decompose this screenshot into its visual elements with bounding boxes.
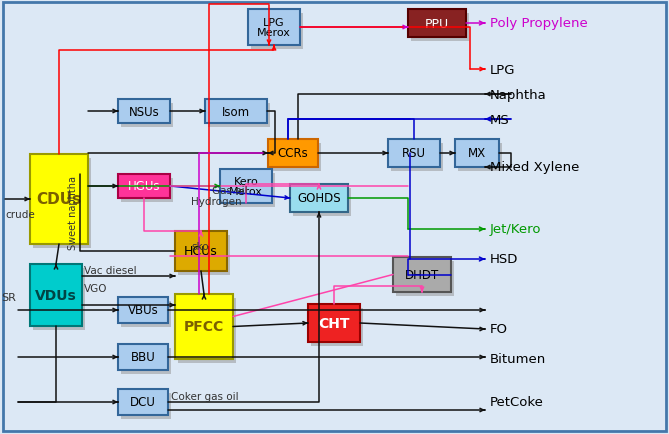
Text: Mixed Xylene: Mixed Xylene — [490, 161, 579, 174]
Text: FO: FO — [490, 323, 508, 336]
Text: Gas oil: Gas oil — [212, 186, 248, 196]
Text: MS: MS — [490, 113, 510, 126]
Text: BBU: BBU — [130, 351, 155, 364]
Text: HSD: HSD — [490, 253, 518, 266]
FancyBboxPatch shape — [30, 264, 82, 326]
FancyBboxPatch shape — [118, 100, 170, 124]
Text: Coker gas oil: Coker gas oil — [171, 391, 239, 401]
Text: HCUs: HCUs — [184, 245, 218, 258]
FancyBboxPatch shape — [118, 174, 170, 198]
Text: LPG
Merox: LPG Merox — [257, 17, 291, 38]
Text: VGO: VGO — [84, 283, 108, 293]
FancyBboxPatch shape — [455, 140, 499, 168]
FancyBboxPatch shape — [118, 297, 168, 323]
FancyBboxPatch shape — [178, 298, 236, 363]
FancyBboxPatch shape — [391, 144, 443, 171]
Text: Isom: Isom — [222, 105, 250, 118]
FancyBboxPatch shape — [121, 178, 173, 203]
Text: Vac diesel: Vac diesel — [84, 265, 136, 275]
FancyBboxPatch shape — [393, 257, 451, 293]
FancyBboxPatch shape — [121, 393, 171, 419]
Text: HGUs: HGUs — [128, 180, 161, 193]
Text: LPG: LPG — [490, 63, 516, 76]
Text: PPU: PPU — [425, 17, 449, 30]
Text: Poly Propylene: Poly Propylene — [490, 17, 588, 30]
Text: Jet/Kero: Jet/Kero — [490, 223, 541, 236]
FancyBboxPatch shape — [178, 236, 230, 275]
FancyBboxPatch shape — [251, 14, 303, 50]
FancyBboxPatch shape — [118, 389, 168, 415]
FancyBboxPatch shape — [248, 10, 300, 46]
FancyBboxPatch shape — [223, 174, 275, 207]
FancyBboxPatch shape — [268, 140, 318, 168]
FancyBboxPatch shape — [3, 3, 666, 431]
FancyBboxPatch shape — [208, 104, 270, 128]
Text: Sweet naphtha: Sweet naphtha — [68, 176, 78, 250]
Text: sko: sko — [191, 241, 209, 251]
FancyBboxPatch shape — [388, 140, 440, 168]
FancyBboxPatch shape — [293, 188, 351, 217]
Text: CDUs: CDUs — [36, 192, 82, 207]
FancyBboxPatch shape — [121, 348, 171, 374]
FancyBboxPatch shape — [458, 144, 502, 171]
FancyBboxPatch shape — [290, 184, 348, 213]
FancyBboxPatch shape — [30, 155, 88, 244]
Text: SR: SR — [1, 293, 16, 302]
Text: Naphtha: Naphtha — [490, 88, 547, 101]
FancyBboxPatch shape — [411, 14, 469, 42]
FancyBboxPatch shape — [175, 294, 233, 359]
Text: DCU: DCU — [130, 395, 156, 408]
Text: PetCoke: PetCoke — [490, 395, 544, 408]
Text: NSUs: NSUs — [128, 105, 159, 118]
Text: PFCC: PFCC — [184, 320, 224, 334]
Text: VDUs: VDUs — [35, 288, 77, 302]
Text: CCRs: CCRs — [278, 147, 308, 160]
FancyBboxPatch shape — [118, 344, 168, 370]
Text: DHDT: DHDT — [405, 268, 439, 281]
FancyBboxPatch shape — [220, 170, 272, 204]
FancyBboxPatch shape — [33, 268, 85, 330]
FancyBboxPatch shape — [121, 301, 171, 327]
FancyBboxPatch shape — [175, 231, 227, 271]
FancyBboxPatch shape — [396, 261, 454, 296]
FancyBboxPatch shape — [121, 104, 173, 128]
FancyBboxPatch shape — [308, 304, 360, 342]
FancyBboxPatch shape — [271, 144, 321, 171]
Text: crude: crude — [5, 210, 35, 220]
Text: Kero
Merox: Kero Merox — [229, 176, 263, 197]
Text: GOHDS: GOHDS — [297, 192, 341, 205]
Text: CHT: CHT — [318, 316, 350, 330]
Text: RSU: RSU — [402, 147, 426, 160]
FancyBboxPatch shape — [205, 100, 267, 124]
Text: VBUs: VBUs — [128, 304, 159, 317]
FancyBboxPatch shape — [33, 159, 91, 248]
FancyBboxPatch shape — [408, 10, 466, 38]
Text: Hydrogen: Hydrogen — [191, 197, 242, 207]
FancyBboxPatch shape — [311, 308, 363, 346]
Text: MX: MX — [468, 147, 486, 160]
Text: Bitumen: Bitumen — [490, 353, 547, 366]
